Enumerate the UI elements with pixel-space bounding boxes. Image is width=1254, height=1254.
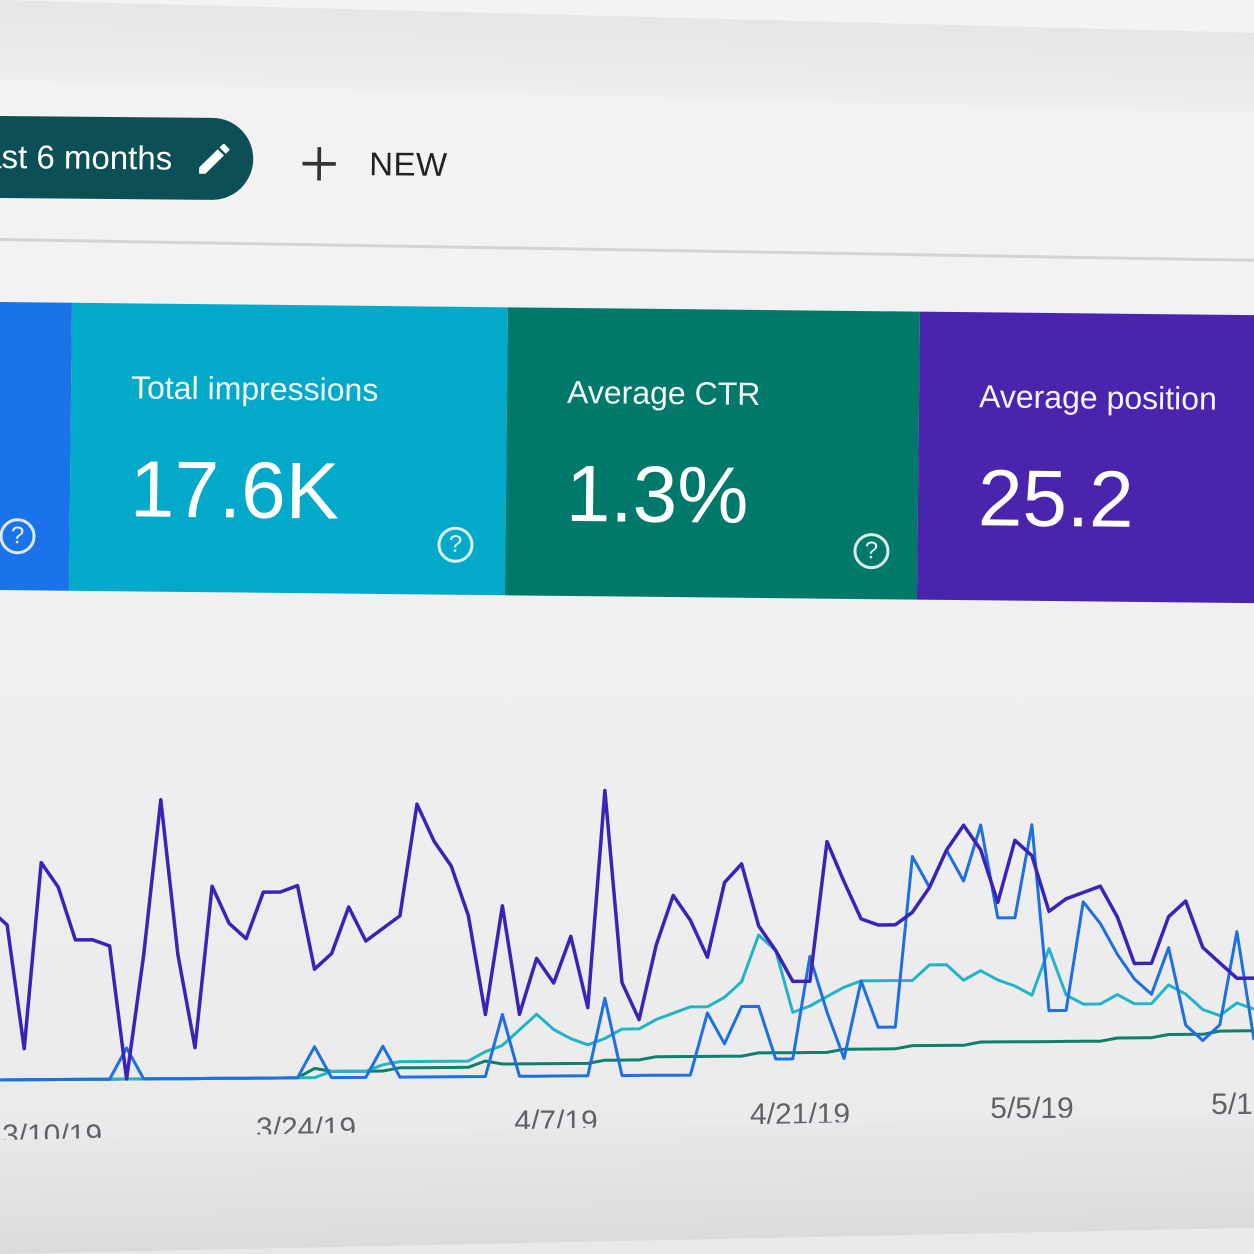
date-range-chip[interactable]: ast 6 months bbox=[0, 115, 254, 201]
help-icon[interactable]: ? bbox=[437, 526, 474, 563]
card-average-position[interactable]: Average position 25.2 bbox=[916, 311, 1254, 604]
card-value: 25.2 bbox=[977, 453, 1135, 544]
card-title: Average position bbox=[978, 378, 1218, 417]
new-button-label: NEW bbox=[369, 145, 448, 183]
pencil-icon[interactable] bbox=[194, 139, 234, 179]
card-title: Average CTR bbox=[566, 373, 761, 412]
date-range-label: ast 6 months bbox=[0, 137, 173, 177]
new-filter-button[interactable]: NEW bbox=[299, 139, 448, 190]
chart-series-line-0 bbox=[0, 788, 1254, 1081]
card-value: 17.6K bbox=[129, 444, 340, 536]
performance-chart: 3/10/19 3/24/19 4/7/19 4/21/19 5/5/19 5/1 bbox=[0, 600, 1254, 1160]
toolbar: ast 6 months NEW bbox=[0, 70, 1254, 271]
help-icon[interactable]: ? bbox=[853, 532, 890, 570]
performance-chart-svg: 3/10/19 3/24/19 4/7/19 4/21/19 5/5/19 5/1 bbox=[0, 788, 1254, 1152]
plus-icon bbox=[302, 147, 336, 181]
chart-series-line-3 bbox=[0, 1029, 1254, 1082]
card-value: 1.3% bbox=[565, 448, 749, 540]
card-total-clicks[interactable]: ? bbox=[0, 301, 72, 591]
card-title: Total impressions bbox=[130, 369, 379, 408]
card-total-impressions[interactable]: Total impressions 17.6K ? bbox=[68, 302, 508, 596]
help-icon[interactable]: ? bbox=[0, 518, 36, 555]
metric-cards: ? Total impressions 17.6K ? Average CTR … bbox=[0, 301, 1254, 611]
chart-series-line-1 bbox=[0, 823, 1254, 1082]
card-average-ctr[interactable]: Average CTR 1.3% ? bbox=[504, 307, 920, 600]
